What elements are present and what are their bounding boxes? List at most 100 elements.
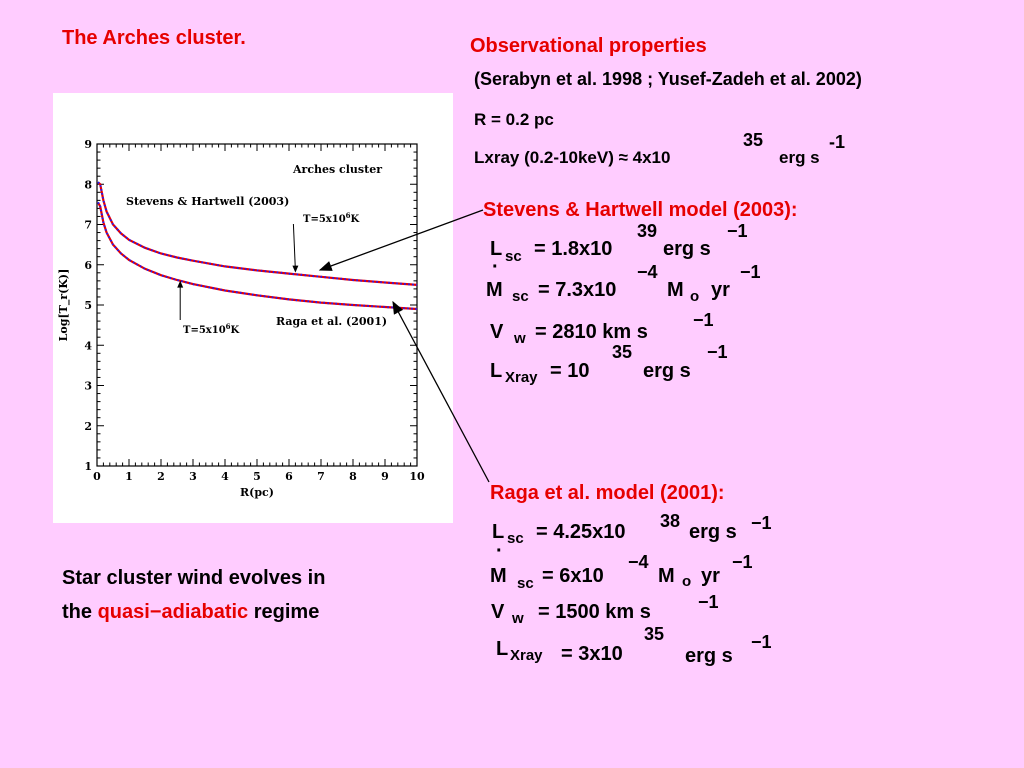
series-line-1 (97, 201, 418, 311)
y-tick-label: 4 (84, 339, 92, 352)
x-tick-label: 3 (189, 470, 197, 483)
raga-x-value: = 3x10 (561, 643, 623, 665)
y-tick-label: 7 (84, 219, 92, 232)
raga-mdot-dot: · (496, 540, 503, 562)
obs-heading: Observational properties (470, 35, 707, 57)
conclusion-line-1: Star cluster wind evolves in (62, 567, 326, 589)
raga-l-unit-exp: −1 (751, 513, 772, 533)
slide-title: The Arches cluster. (62, 27, 246, 49)
sh-v-value: = 2810 km s (535, 321, 648, 343)
sh-heading: Stevens & Hartwell model (2003): (483, 199, 798, 221)
conclusion-line-2: the quasi−adiabatic regime (62, 601, 319, 624)
sh-x-unit-exp: −1 (707, 342, 728, 362)
sh-m-unit2-exp: −1 (740, 262, 761, 282)
raga-m-unit-sub: o (682, 573, 692, 590)
raga-x-exp: 35 (644, 624, 665, 644)
sh-v-symbol: V (490, 321, 504, 343)
y-axis-label: Log[T_r(K)] (57, 269, 71, 342)
raga-m-exp: −4 (628, 552, 649, 572)
sh-l-unit: erg s (663, 238, 711, 260)
series-line-dotted-1 (97, 201, 418, 310)
sh-x-exp: 35 (612, 342, 633, 362)
sh-x-value: = 10 (550, 360, 590, 382)
sh-l-exp: 39 (637, 221, 658, 241)
sh-l-unit-exp: −1 (727, 221, 748, 241)
raga-l-exp: 38 (660, 511, 681, 531)
x-tick-label: 5 (253, 470, 261, 483)
obs-lxray: Lxray (0.2-10keV) ≈ 4x10 (474, 148, 671, 167)
raga-m-unit: M (658, 565, 675, 587)
annotation-raga: Raga et al. (2001) (276, 315, 387, 328)
annotation-temp-upper: T=5x106K (303, 211, 360, 225)
sh-x-unit: erg s (643, 360, 691, 382)
x-tick-label: 2 (157, 470, 165, 483)
x-axis-label: R(pc) (240, 486, 274, 499)
raga-m-symbol: M (490, 565, 507, 587)
sh-l-sub: sc (505, 248, 522, 265)
annotation-stevens-hartwell: Stevens & Hartwell (2003) (126, 195, 289, 208)
conclusion-highlight: quasi−adiabatic (97, 601, 249, 623)
sh-v-exp: −1 (693, 310, 714, 330)
obs-radius: R = 0.2 pc (474, 110, 554, 129)
sh-m-sub: sc (512, 288, 529, 305)
sh-x-symbol: L (490, 360, 503, 382)
temp-lower-pointer-head (177, 280, 184, 288)
series-line-dotted-0 (97, 181, 418, 286)
obs-lxray-exp: 35 (743, 130, 764, 150)
obs-lxray-unit: erg s (779, 148, 820, 167)
x-tick-label: 0 (93, 470, 101, 483)
sh-x-sub: Xray (505, 369, 538, 386)
sh-v-sub: w (514, 330, 526, 347)
sh-l-value: = 1.8x10 (534, 238, 613, 260)
y-tick-label: 1 (84, 460, 92, 473)
raga-l-value: = 4.25x10 (536, 521, 626, 543)
y-tick-label: 2 (84, 420, 92, 433)
sh-l-symbol: L (490, 238, 503, 260)
raga-m-unit2-exp: −1 (732, 552, 753, 572)
x-tick-label: 7 (317, 470, 325, 483)
y-tick-label: 5 (84, 299, 92, 312)
temp-upper-pointer-head (292, 265, 299, 273)
conclusion-the: the (62, 601, 98, 623)
raga-m-unit2: yr (701, 565, 720, 587)
chart: 0 1 2 3 4 5 6 7 8 9 10123456789R(pc)Log[T_r(K)]Arc… (57, 138, 425, 499)
raga-m-value: = 6x10 (542, 565, 604, 587)
sh-m-value: = 7.3x10 (538, 279, 617, 301)
obs-references: (Serabyn et al. 1998 ; Yusef-Zadeh et al… (474, 69, 862, 89)
raga-l-sub: sc (507, 530, 524, 547)
x-tick-label: 9 (381, 470, 389, 483)
x-tick-label: 8 (349, 470, 357, 483)
sh-m-unit: M (667, 279, 684, 301)
raga-x-unit: erg s (685, 645, 733, 667)
raga-l-symbol: L (492, 521, 505, 543)
y-tick-label: 9 (84, 138, 92, 151)
x-tick-label: 4 (221, 470, 229, 483)
raga-l-unit: erg s (689, 521, 737, 543)
chart-panel: 0 1 2 3 4 5 6 7 8 9 10 1 2 3 4 5 6 7 8 9 R(pc) Log[T_r(K)] Arc… (53, 93, 453, 523)
obs-lxray-unit-exp: -1 (829, 132, 846, 152)
sh-m-exp: −4 (637, 262, 658, 282)
y-tick-label: 6 (84, 259, 92, 272)
temp-upper-pointer (292, 223, 296, 271)
sh-m-unit-sub: o (690, 288, 700, 305)
raga-m-sub: sc (517, 575, 534, 592)
y-tick-label: 3 (84, 380, 92, 393)
sh-m-symbol: M (486, 279, 503, 301)
x-tick-label: 6 (285, 470, 293, 483)
raga-heading: Raga et al. model (2001): (490, 482, 725, 504)
raga-x-sub: Xray (510, 647, 543, 664)
conclusion-end: regime (248, 601, 320, 623)
sh-m-unit2: yr (711, 279, 730, 301)
annotation-arches-cluster: Arches cluster (292, 163, 382, 176)
raga-v-value: = 1500 km s (538, 601, 651, 623)
annotation-temp-lower: T=5x106K (183, 322, 240, 336)
sh-mdot-dot: · (492, 256, 499, 278)
y-tick-label: 8 (84, 178, 92, 191)
raga-v-symbol: V (491, 601, 505, 623)
raga-v-sub: w (512, 610, 524, 627)
raga-x-symbol: L (496, 638, 509, 660)
x-tick-label: 1 (125, 470, 133, 483)
raga-x-unit-exp: −1 (751, 632, 772, 652)
raga-v-exp: −1 (698, 592, 719, 612)
x-tick-label: 10 (409, 470, 425, 483)
